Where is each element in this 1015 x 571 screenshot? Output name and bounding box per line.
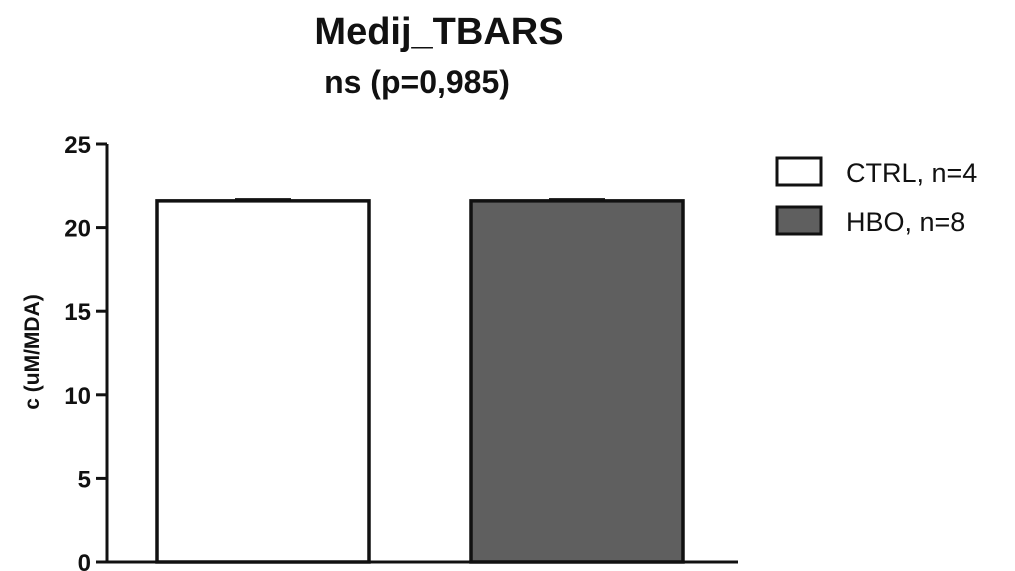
y-tick-label: 5	[78, 466, 91, 493]
bar	[469, 199, 685, 564]
y-tick-label: 20	[64, 216, 91, 243]
legend-label: CTRL, n=4	[846, 158, 977, 188]
y-tick-label: 0	[78, 550, 91, 571]
y-tick-label: 10	[64, 383, 91, 410]
chart-subtitle: ns (p=0,985)	[324, 64, 510, 100]
legend: CTRL, n=4 HBO, n=8	[775, 156, 977, 237]
y-tick-label: 25	[64, 132, 91, 159]
chart-title: Medij_TBARS	[314, 11, 563, 53]
y-axis-label: c (uM/MDA)	[21, 294, 44, 409]
bar	[155, 199, 371, 564]
y-tick-label: 15	[64, 299, 91, 326]
legend-swatch	[775, 205, 823, 236]
legend-swatch	[775, 156, 823, 187]
legend-label: HBO, n=8	[846, 207, 965, 237]
bars	[155, 198, 685, 564]
